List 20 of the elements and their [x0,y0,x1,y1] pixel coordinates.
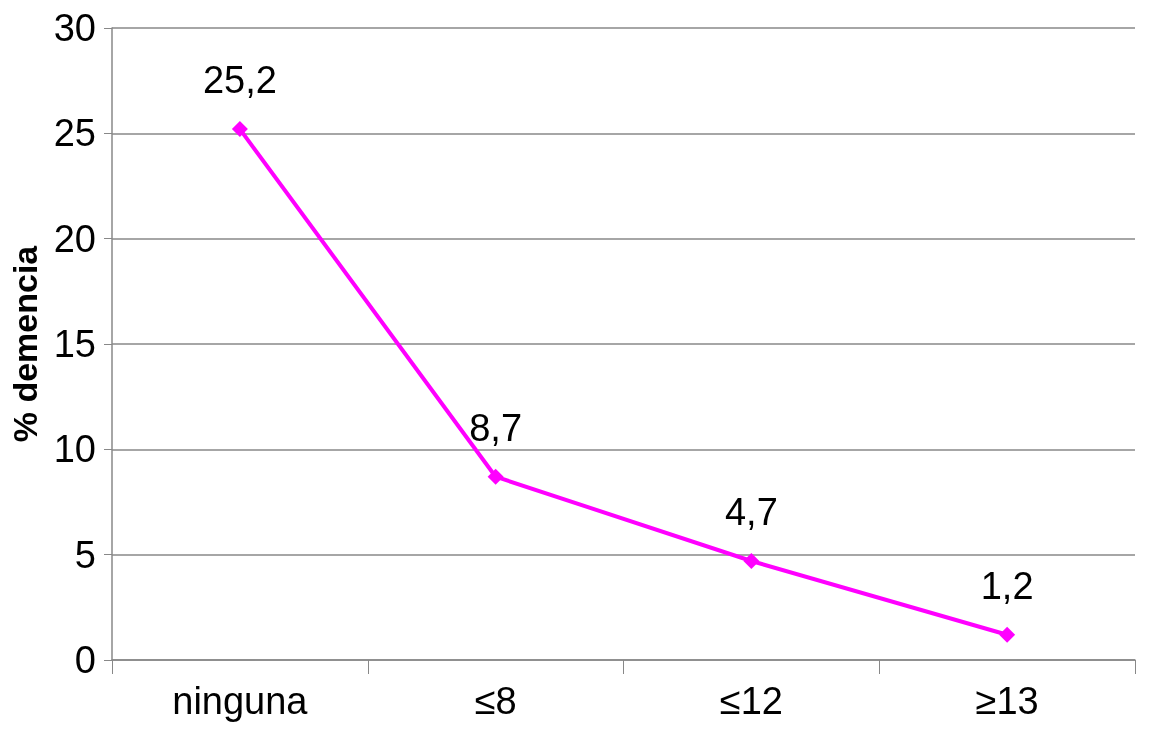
point [487,468,504,485]
y-tick-label: 5 [74,533,96,576]
y-tick-label: 30 [53,7,96,49]
data-label: 4,7 [724,490,778,533]
y-tick-label: 20 [53,217,96,260]
point [999,626,1016,643]
y-tick-label: 15 [53,323,96,365]
y-tick-label: 0 [74,639,96,681]
y-axis-title: % demencia [6,244,44,443]
point [231,121,248,138]
x-tick-label: ≤12 [719,680,783,722]
data-label: 8,7 [469,406,523,449]
y-tick-label: 10 [53,428,96,471]
y-tick-label: 25 [53,112,96,155]
data-label: 25,2 [202,59,277,102]
point [743,552,760,569]
data-label: 1,2 [980,564,1034,607]
x-tick-label: ≥13 [975,680,1039,722]
x-tick-label: ≤8 [474,680,517,722]
x-tick-label: ninguna [172,680,309,722]
